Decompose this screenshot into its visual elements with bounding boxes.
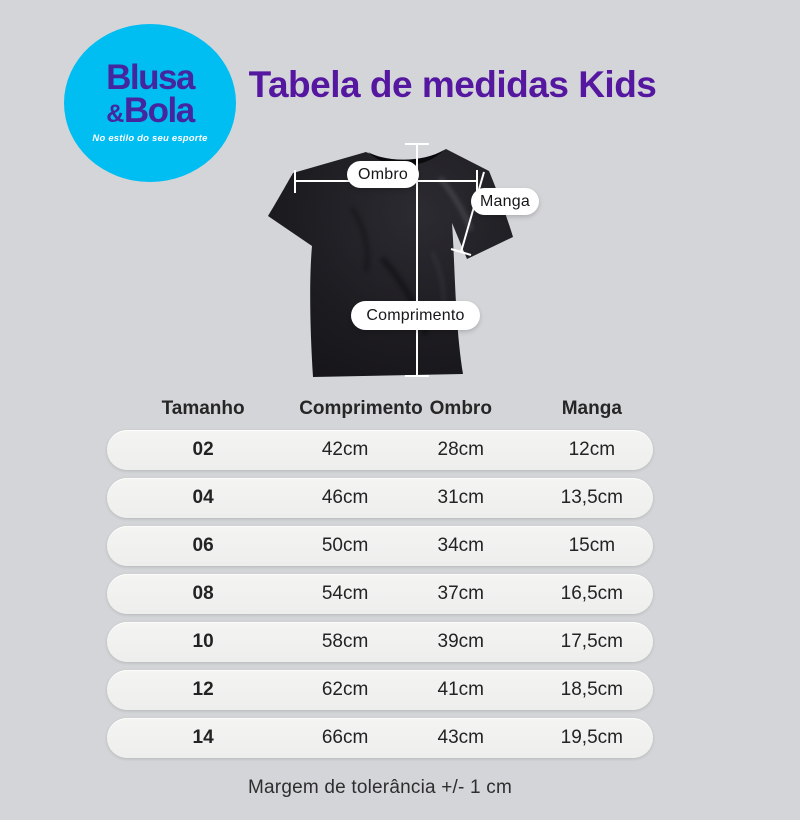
size-table-row: 04 46cm 31cm 13,5cm <box>107 478 653 518</box>
cell-ombro: 28cm <box>437 439 485 460</box>
brand-logo: Blusa &Bola No estilo do seu esporte <box>64 24 236 182</box>
cell-manga: 18,5cm <box>560 679 623 700</box>
brand-name-line2: &Bola <box>106 91 195 131</box>
cell-manga: 16,5cm <box>560 583 623 604</box>
cell-comprimento: 58cm <box>321 631 369 652</box>
cell-comprimento: 54cm <box>321 583 369 604</box>
column-header-manga: Manga <box>561 398 622 419</box>
tshirt-crease-shadow-2 <box>349 206 370 273</box>
ombro-label-pill: Ombro <box>347 161 419 188</box>
tolerance-note: Margem de tolerância +/- 1 cm <box>248 777 512 798</box>
cell-ombro: 31cm <box>437 487 485 508</box>
cell-tamanho: 06 <box>192 535 214 556</box>
cell-manga: 15cm <box>568 535 616 556</box>
size-table-row: 14 66cm 43cm 19,5cm <box>107 718 653 758</box>
cell-ombro: 34cm <box>437 535 485 556</box>
cell-comprimento: 62cm <box>321 679 369 700</box>
cell-ombro: 41cm <box>437 679 485 700</box>
cell-tamanho: 02 <box>192 439 214 460</box>
size-table-row: 10 58cm 39cm 17,5cm <box>107 622 653 662</box>
manga-label-pill: Manga <box>471 188 539 215</box>
column-header-tamanho: Tamanho <box>161 398 245 419</box>
cell-ombro: 43cm <box>437 727 485 748</box>
size-table-row: 06 50cm 34cm 15cm <box>107 526 653 566</box>
cell-tamanho: 12 <box>192 679 214 700</box>
brand-ampersand: & <box>106 100 124 129</box>
manga-measure-line <box>460 171 485 253</box>
cell-comprimento: 42cm <box>321 439 369 460</box>
cell-tamanho: 14 <box>192 727 214 748</box>
size-table: Tamanho Comprimento Ombro Manga 02 42cm … <box>107 396 653 766</box>
cell-comprimento: 66cm <box>321 727 369 748</box>
cell-tamanho: 04 <box>192 487 214 508</box>
cell-comprimento: 46cm <box>321 487 369 508</box>
cell-ombro: 37cm <box>437 583 485 604</box>
brand-name-line2-text: Bola <box>123 91 195 131</box>
cell-ombro: 39cm <box>437 631 485 652</box>
comprimento-label-pill: Comprimento <box>351 301 480 330</box>
size-table-body: 02 42cm 28cm 12cm 04 46cm 31cm 13,5cm 06… <box>107 430 653 758</box>
cell-tamanho: 08 <box>192 583 214 604</box>
size-table-row: 02 42cm 28cm 12cm <box>107 430 653 470</box>
cell-manga: 12cm <box>568 439 616 460</box>
cell-comprimento: 50cm <box>321 535 369 556</box>
cell-manga: 17,5cm <box>560 631 623 652</box>
size-table-row: 08 54cm 37cm 16,5cm <box>107 574 653 614</box>
cell-manga: 13,5cm <box>560 487 623 508</box>
column-header-comprimento: Comprimento <box>299 398 423 419</box>
page-title: Tabela de medidas Kids <box>248 64 657 105</box>
cell-tamanho: 10 <box>192 631 214 652</box>
cell-manga: 19,5cm <box>560 727 623 748</box>
size-table-row: 12 62cm 41cm 18,5cm <box>107 670 653 710</box>
size-table-header: Tamanho Comprimento Ombro Manga <box>107 396 653 422</box>
brand-name-line1: Blusa <box>106 58 195 98</box>
brand-tagline: No estilo do seu esporte <box>92 132 208 144</box>
manga-measure-tick-bottom <box>450 248 472 256</box>
column-header-ombro: Ombro <box>429 398 492 419</box>
